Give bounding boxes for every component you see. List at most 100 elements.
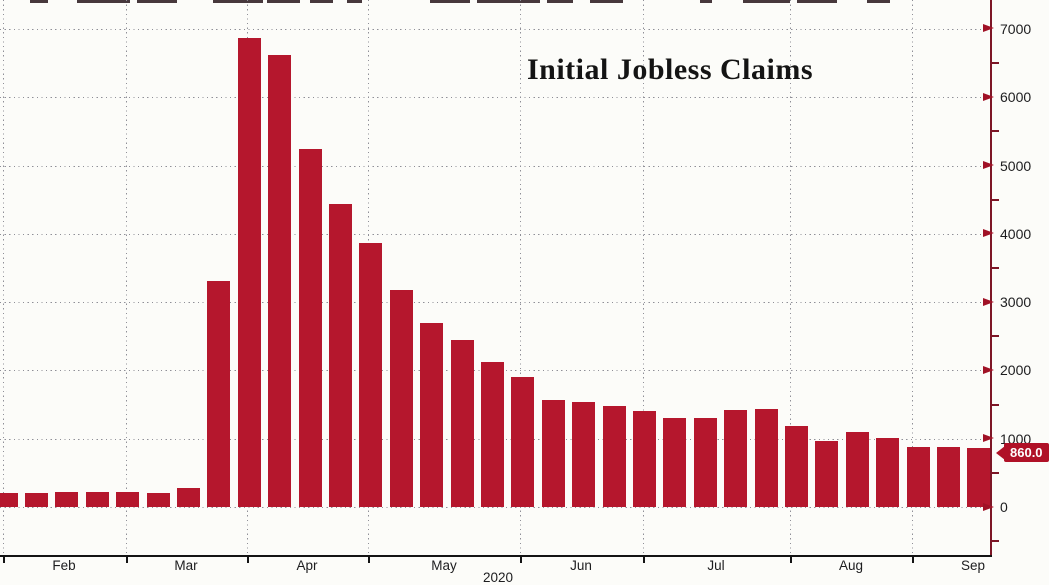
y-tick-label: 6000 [1000, 89, 1032, 106]
y-minor-tick [990, 403, 999, 406]
y-tick-label: 0 [1000, 499, 1008, 515]
chart-title: Initial Jobless Claims [526, 53, 814, 86]
cropped-header-segment [547, 0, 573, 3]
y-tick-label: 5000 [1000, 157, 1032, 174]
y-tick-arrow-icon [983, 365, 994, 374]
bar [268, 55, 292, 507]
bar [298, 149, 322, 507]
y-tick-arrow-icon [983, 92, 994, 101]
cropped-header-segment [867, 0, 890, 3]
bar [754, 408, 778, 507]
y-tick-label: 1000 [1000, 430, 1032, 447]
x-tick-mark [3, 557, 5, 563]
x-tick-mark [126, 557, 128, 563]
y-minor-tick [990, 335, 999, 338]
bar [389, 290, 413, 507]
bar [845, 431, 869, 507]
v-gridline [790, 0, 791, 555]
y-minor-tick [990, 198, 999, 201]
x-tick-label: Feb [52, 558, 76, 573]
badge-text: 860.0 [1010, 445, 1043, 460]
cropped-header-segment [700, 0, 712, 3]
bar [420, 323, 444, 507]
x-tick-label: Aug [838, 558, 864, 573]
bar [450, 339, 474, 507]
x-tick-label: Apr [296, 558, 318, 573]
cropped-header-segment [267, 0, 300, 3]
bar [116, 492, 140, 507]
x-tick-label: Jul [707, 558, 725, 573]
x-tick-mark [368, 557, 370, 563]
v-gridline [520, 0, 521, 555]
h-gridline [0, 165, 985, 167]
bar [207, 281, 231, 507]
last-value-badge: 860.0 [996, 443, 1049, 462]
y-minor-tick [990, 266, 999, 269]
y-tick-label: 4000 [1000, 225, 1032, 242]
bar [632, 410, 656, 507]
bar [967, 448, 991, 507]
bar [24, 493, 48, 507]
bar [541, 400, 565, 507]
bar [602, 405, 626, 507]
bar [85, 491, 109, 507]
cropped-header-segment [797, 0, 837, 3]
y-tick-label: 3000 [1000, 294, 1032, 311]
x-tick-label: Mar [174, 558, 198, 573]
bar [936, 446, 960, 507]
h-gridline [0, 302, 985, 304]
v-gridline [126, 0, 127, 555]
y-tick-arrow-icon [983, 434, 994, 443]
bar [176, 487, 200, 507]
cropped-header-segment [347, 0, 362, 3]
x-tick-label: Sep [960, 558, 986, 573]
x-axis-line [0, 555, 992, 557]
cropped-header-segment [477, 0, 540, 3]
x-tick-label: Jun [570, 558, 592, 573]
bar [572, 401, 596, 507]
h-gridline [0, 507, 985, 508]
y-axis-line [990, 0, 992, 556]
cropped-header-segment [430, 0, 470, 3]
x-tick-mark [790, 557, 792, 563]
cropped-header-segment [77, 0, 130, 3]
y-minor-tick [990, 130, 999, 133]
y-tick-label: 7000 [1000, 20, 1032, 37]
x-tick-mark [643, 557, 645, 563]
x-axis-year-label: 2020 [482, 570, 514, 585]
cropped-header-segment [30, 0, 48, 3]
bar [815, 440, 839, 507]
h-gridline [0, 233, 985, 235]
bar [876, 437, 900, 507]
badge-arrow-icon [996, 445, 1005, 460]
bar [237, 37, 261, 507]
v-gridline [643, 0, 644, 555]
bar [693, 417, 717, 507]
x-tick-mark [520, 557, 522, 563]
y-tick-arrow-icon [983, 297, 994, 306]
cropped-header-segment [213, 0, 263, 3]
bar [0, 493, 18, 507]
bar [328, 203, 352, 507]
y-tick-arrow-icon [983, 24, 994, 33]
bar [663, 417, 687, 507]
y-tick-label: 2000 [1000, 362, 1032, 379]
bar [146, 492, 170, 507]
bar [359, 242, 383, 507]
cropped-header-segment [137, 0, 177, 3]
v-gridline [3, 0, 4, 555]
h-gridline [0, 97, 985, 99]
cropped-header-segment [743, 0, 790, 3]
bar [511, 377, 535, 507]
y-tick-arrow-icon [983, 161, 994, 169]
cropped-header-segment [590, 0, 623, 3]
y-minor-tick [990, 540, 999, 543]
x-tick-label: May [431, 558, 457, 573]
cropped-header-segment [310, 0, 333, 3]
h-gridline [0, 28, 985, 30]
y-tick-arrow-icon [983, 502, 994, 511]
v-gridline [912, 0, 913, 555]
bar [784, 425, 808, 507]
y-minor-tick [990, 471, 999, 474]
